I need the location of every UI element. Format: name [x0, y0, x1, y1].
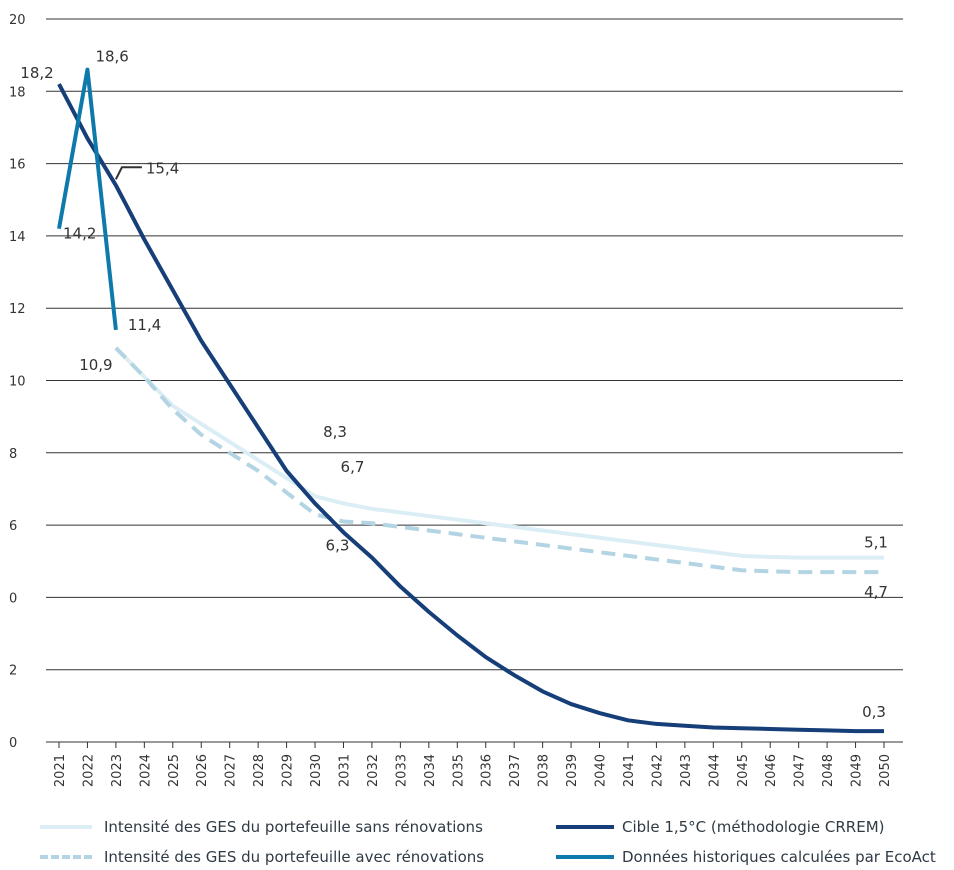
- x-tick-label: 2044: [707, 754, 722, 787]
- data-label: 10,9: [79, 356, 112, 374]
- legend-item-avec: Intensité des GES du portefeuille avec r…: [40, 848, 484, 866]
- legend-swatch-avec: [40, 855, 92, 859]
- x-tick-label: 2040: [594, 754, 609, 787]
- data-label: 18,2: [20, 64, 53, 82]
- legend-item-crrem: Cible 1,5°C (méthodologie CRREM): [556, 818, 885, 836]
- legend-swatch-historique: [556, 855, 614, 859]
- x-tick-label: 2036: [480, 754, 495, 787]
- x-tick-label: 2026: [195, 754, 210, 787]
- y-tick-label: 12: [9, 302, 26, 317]
- legend-swatch-sans: [40, 825, 92, 829]
- legend-label-crrem: Cible 1,5°C (méthodologie CRREM): [622, 818, 885, 836]
- series-line-crrem: [57, 83, 884, 734]
- series-line-historique: [57, 67, 118, 331]
- x-tick-label: 2030: [309, 754, 324, 787]
- data-label: 5,1: [864, 534, 888, 552]
- data-label: 0,3: [862, 703, 886, 721]
- x-tick-label: 2023: [110, 754, 125, 787]
- legend-swatch-crrem: [556, 825, 614, 829]
- data-label: 18,6: [95, 48, 128, 66]
- x-tick-label: 2046: [764, 754, 779, 787]
- x-tick-label: 2047: [793, 754, 808, 787]
- legend-item-sans: Intensité des GES du portefeuille sans r…: [40, 818, 483, 836]
- data-label: 6,3: [326, 536, 350, 554]
- x-tick-label: 2048: [821, 754, 836, 787]
- legend-label-sans: Intensité des GES du portefeuille sans r…: [104, 818, 483, 836]
- x-tick-label: 2024: [138, 754, 153, 787]
- x-tick-label: 2025: [167, 754, 182, 787]
- series-line-avec: [114, 346, 884, 575]
- y-tick-label: 2: [9, 664, 17, 679]
- x-tick-label: 2049: [850, 754, 865, 787]
- x-tick-label: 2021: [53, 754, 68, 787]
- x-tick-label: 2028: [252, 754, 267, 787]
- data-label: 4,7: [864, 583, 888, 601]
- x-tick-label: 2041: [622, 754, 637, 787]
- x-tick-label: 2050: [878, 754, 893, 787]
- y-tick-label: 0: [9, 736, 17, 751]
- x-tick-label: 2045: [736, 754, 751, 787]
- y-tick-label: 8: [9, 447, 17, 462]
- data-label: 11,4: [128, 316, 161, 334]
- x-tick-label: 2027: [224, 754, 239, 787]
- x-tick-label: 2038: [537, 754, 552, 787]
- data-label: 14,2: [63, 225, 96, 243]
- y-tick-label: 20: [9, 13, 26, 28]
- x-tick-label: 2035: [451, 754, 466, 787]
- legend-label-historique: Données historiques calculées par EcoAct: [622, 848, 936, 866]
- y-tick-label: 0: [9, 591, 17, 606]
- x-tick-label: 2032: [366, 754, 381, 787]
- y-tick-label: 14: [9, 230, 26, 245]
- legend-label-avec: Intensité des GES du portefeuille avec r…: [104, 848, 485, 866]
- y-tick-label: 16: [9, 158, 26, 173]
- x-tick-label: 2029: [281, 754, 296, 787]
- x-tick-label: 2034: [423, 754, 438, 787]
- annotation-leader-line: [115, 166, 142, 180]
- y-tick-label: 10: [9, 375, 26, 390]
- x-tick-label: 2039: [565, 754, 580, 787]
- x-tick-label: 2033: [394, 754, 409, 787]
- y-tick-label: 18: [9, 85, 26, 100]
- data-label: 15,4: [146, 159, 179, 177]
- series-line-sans: [114, 346, 884, 560]
- x-tick-label: 2043: [679, 754, 694, 787]
- x-tick-label: 2042: [650, 754, 665, 787]
- x-tick-label: 2037: [508, 754, 523, 787]
- legend-item-historique: Données historiques calculées par EcoAct: [556, 848, 936, 866]
- legend: Intensité des GES du portefeuille sans r…: [0, 810, 954, 870]
- x-tick-label: 2031: [337, 754, 352, 787]
- data-label: 6,7: [341, 458, 365, 476]
- x-tick-label: 2022: [81, 754, 96, 787]
- y-tick-label: 6: [9, 519, 17, 534]
- data-label: 8,3: [323, 423, 347, 441]
